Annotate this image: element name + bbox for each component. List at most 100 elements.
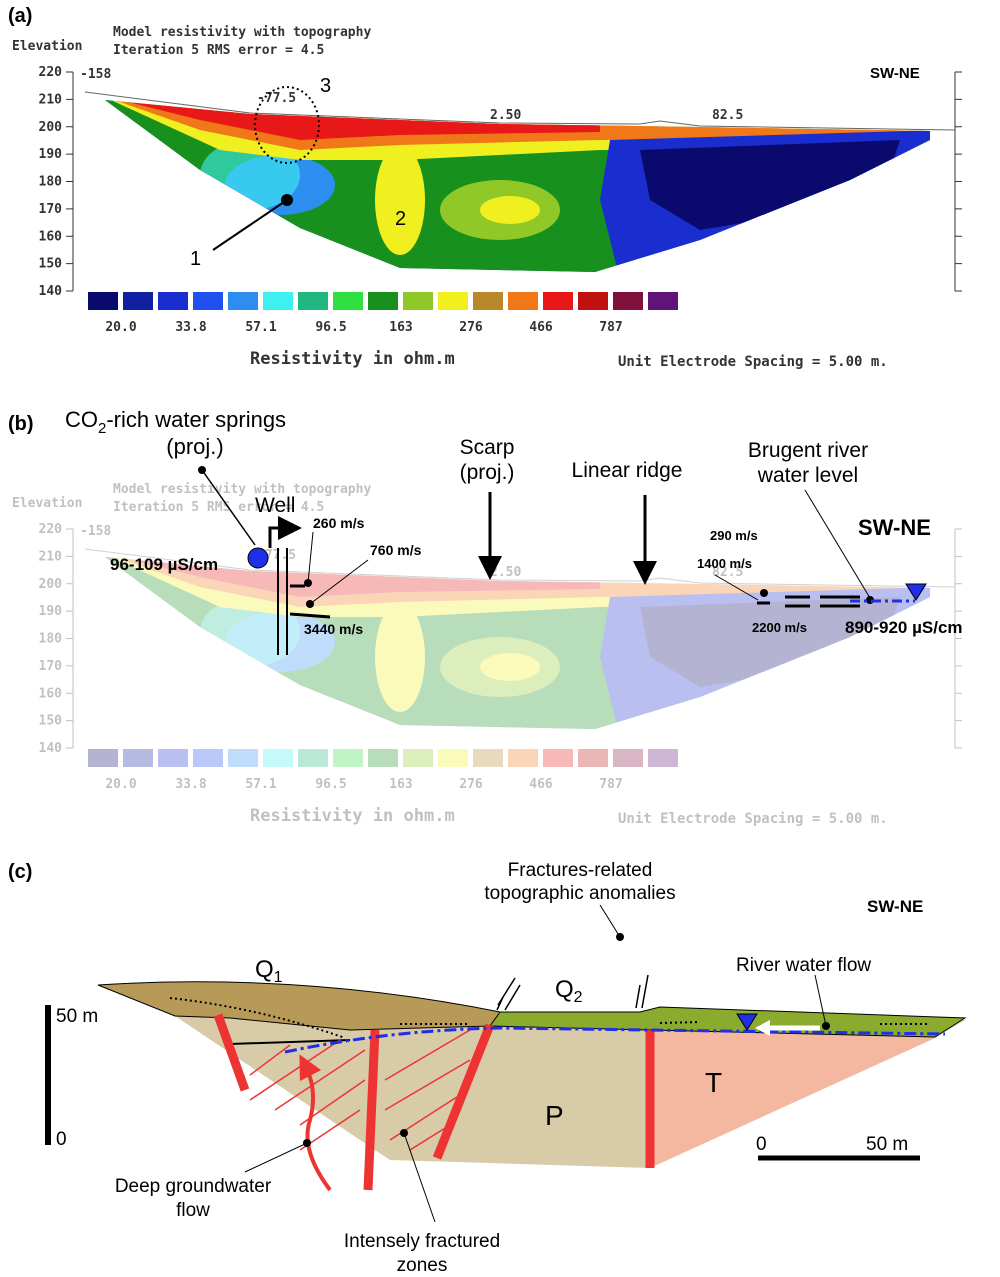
- scale-label: 0: [756, 1134, 767, 1155]
- y-tick-label: 140: [39, 284, 63, 299]
- scale-label: 466: [529, 320, 553, 335]
- y-tick-label: 210: [39, 92, 63, 107]
- scale-label: 20.0: [105, 320, 136, 335]
- velocity: 260 m/s: [313, 515, 365, 531]
- conductivity: 890-920 µS/cm: [845, 618, 963, 637]
- scale-label: 50 m: [56, 1006, 98, 1027]
- color-box: [333, 292, 363, 310]
- direction: SW-NE: [858, 515, 931, 540]
- fractured-label: Intensely fractured: [344, 1231, 500, 1252]
- scale-label: 0: [56, 1129, 67, 1150]
- unit-label: Q2: [555, 976, 583, 1006]
- unit-label: T: [705, 1067, 722, 1098]
- y-tick-label: 200: [39, 120, 63, 135]
- header: Model resistivity with topography: [113, 25, 371, 40]
- text: -rich water springs: [106, 407, 286, 432]
- scale-label: 787: [599, 320, 622, 335]
- velocity: 2200 m/s: [752, 620, 807, 635]
- point: [760, 589, 768, 597]
- springs-label: CO2-rich water springs: [65, 407, 286, 437]
- scarp-label: (proj.): [460, 461, 515, 484]
- leader: [805, 490, 870, 598]
- well-label: Well: [255, 494, 295, 517]
- text: 2: [574, 989, 583, 1006]
- panel-label: (b): [8, 413, 34, 435]
- ridge-label: Linear ridge: [572, 459, 683, 482]
- color-box: [648, 292, 678, 310]
- fault-symbol: [497, 978, 520, 1010]
- scale-label: 276: [459, 320, 483, 335]
- scale-label: 50 m: [866, 1134, 908, 1155]
- color-box: [298, 292, 328, 310]
- direction: SW-NE: [867, 897, 923, 916]
- fractured-label: zones: [397, 1255, 448, 1276]
- color-box: [438, 292, 468, 310]
- panel-label: (a): [8, 5, 32, 27]
- header: Iteration 5 RMS error = 4.5: [113, 43, 324, 58]
- scale-label: 33.8: [175, 320, 206, 335]
- scarp-label: Scarp: [460, 436, 515, 459]
- color-box: [368, 292, 398, 310]
- y-tick-label: 160: [39, 229, 63, 244]
- color-box: [263, 292, 293, 310]
- annotation: 3: [320, 75, 331, 97]
- arrow: [270, 528, 290, 548]
- unit-label: P: [545, 1100, 564, 1131]
- y-tick-label: 170: [39, 202, 63, 217]
- leader: [245, 1143, 307, 1172]
- fault-symbol: [636, 975, 648, 1008]
- resistivity-section: Model resistivity with topography Iterat…: [12, 25, 962, 370]
- groundwater-label: Deep groundwater: [115, 1176, 272, 1197]
- color-box: [578, 292, 608, 310]
- color-box: [508, 292, 538, 310]
- velocity: 760 m/s: [370, 542, 422, 558]
- groundwater-label: flow: [176, 1200, 210, 1221]
- color-box: [473, 292, 503, 310]
- springs-note: (proj.): [166, 434, 223, 459]
- velocity: 290 m/s: [710, 528, 758, 543]
- figure: Model resistivity with topography Iterat…: [0, 0, 1000, 1277]
- faded-section: [12, 482, 962, 827]
- anomaly-label: Fractures-related: [508, 860, 653, 881]
- anomaly-label: topographic anomalies: [484, 883, 675, 904]
- text: Q: [255, 956, 274, 983]
- axis-title: Elevation: [12, 39, 82, 54]
- direction: SW-NE: [870, 65, 920, 82]
- y-tick-label: 220: [39, 65, 63, 80]
- panel-label: (c): [8, 861, 32, 883]
- color-box: [403, 292, 433, 310]
- spring: [248, 548, 268, 568]
- annotation: 2: [395, 208, 406, 230]
- color-box: [543, 292, 573, 310]
- text: CO: [65, 407, 98, 432]
- distance-tick: 82.5: [712, 108, 743, 123]
- text: 2: [98, 420, 106, 437]
- color-scale: 20.0 33.8 57.1 96.5 163 276 466 787: [88, 292, 678, 335]
- leader: [600, 905, 620, 937]
- unit-label: Q1: [255, 956, 283, 986]
- text: 1: [274, 969, 283, 986]
- color-box: [613, 292, 643, 310]
- flow-label: River water flow: [736, 955, 871, 976]
- distance-tick: -77.5: [257, 91, 296, 106]
- y-tick-label: 180: [39, 175, 63, 190]
- spacing-note: Unit Electrode Spacing = 5.00 m.: [618, 354, 888, 370]
- river-label: water level: [757, 464, 858, 487]
- velocity: 3440 m/s: [304, 621, 363, 637]
- color-box: [123, 292, 153, 310]
- river-label: Brugent river: [748, 439, 868, 462]
- color-box: [228, 292, 258, 310]
- y-tick-label: 190: [39, 147, 63, 162]
- distance-tick: 2.50: [490, 108, 521, 123]
- color-box: [88, 292, 118, 310]
- scale-label: 57.1: [245, 320, 276, 335]
- unit-p: [175, 1012, 965, 1168]
- distance-tick: -158: [80, 67, 111, 82]
- y-tick-label: 150: [39, 257, 63, 272]
- conductivity: 96-109 µS/cm: [110, 555, 218, 574]
- color-box: [193, 292, 223, 310]
- scale-label: 96.5: [315, 320, 346, 335]
- scale-label: 163: [389, 320, 412, 335]
- text: Q: [555, 976, 574, 1003]
- velocity: 1400 m/s: [697, 556, 752, 571]
